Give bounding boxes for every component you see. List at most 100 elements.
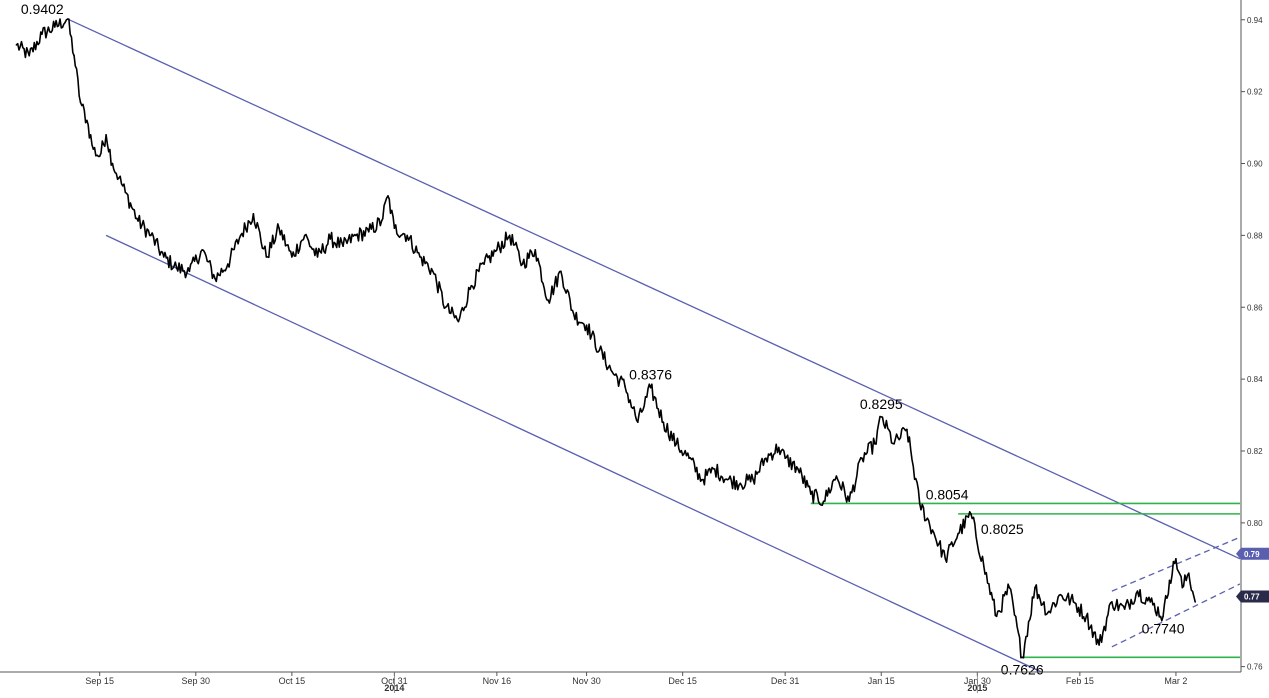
x-tick-label: Sep 30 <box>182 676 211 686</box>
y-tick-label: 0.80 <box>1247 519 1263 528</box>
price-point <box>92 148 95 150</box>
x-tick-label: Dec 15 <box>668 676 697 686</box>
price-point <box>739 482 742 485</box>
price-point <box>906 428 908 431</box>
price-point <box>1188 572 1190 574</box>
price-point <box>252 213 255 215</box>
price-point <box>598 349 601 352</box>
price-point <box>278 227 280 229</box>
price-point <box>41 33 43 35</box>
price-annotation: 0.7626 <box>1001 661 1044 677</box>
price-point <box>79 101 82 104</box>
price-point <box>778 446 780 449</box>
guide-lines-layer <box>67 18 1240 672</box>
price-point <box>470 284 473 287</box>
price-point <box>227 263 229 265</box>
price-point <box>995 615 998 618</box>
price-point <box>726 478 729 481</box>
price-point <box>1123 608 1126 610</box>
price-point <box>98 155 101 158</box>
price-point <box>624 385 626 388</box>
price-point <box>380 220 383 222</box>
x-tick-label: Feb 15 <box>1066 676 1094 686</box>
price-point <box>496 249 498 251</box>
price-point <box>713 468 716 470</box>
price-point <box>1059 593 1062 596</box>
price-point <box>1175 558 1177 560</box>
price-point <box>1098 644 1100 646</box>
price-point <box>573 313 575 316</box>
badge-label: 0.77 <box>1244 593 1260 602</box>
price-point <box>1021 656 1023 659</box>
price-point <box>457 320 460 323</box>
price-point <box>918 502 921 505</box>
price-point <box>201 249 203 251</box>
price-point <box>1072 601 1075 603</box>
price-point <box>649 386 652 389</box>
channel-line-1 <box>67 18 1240 560</box>
price-point <box>73 54 75 57</box>
price-point <box>118 177 120 179</box>
price-point <box>957 532 959 535</box>
price-point <box>508 234 511 237</box>
channel-line-3 <box>1111 536 1240 592</box>
price-point <box>419 256 421 258</box>
x-tick-label: Mar 2 <box>1164 676 1187 686</box>
price-point <box>752 478 754 481</box>
price-point <box>265 256 268 258</box>
price-point <box>483 263 485 265</box>
price-point <box>765 457 767 460</box>
price-point <box>124 191 127 194</box>
price-point <box>329 238 332 240</box>
price-point <box>28 54 31 57</box>
price-point <box>637 421 639 424</box>
price-point <box>534 249 537 251</box>
price-point <box>797 468 799 470</box>
price-point <box>675 443 678 445</box>
price-point <box>316 256 319 258</box>
y-tick-label: 0.92 <box>1247 88 1263 97</box>
price-point <box>137 220 139 222</box>
price-point <box>970 513 972 515</box>
y-tick-label: 0.90 <box>1247 160 1263 169</box>
x-tick-label: Oct 15 <box>279 676 306 686</box>
price-point <box>874 443 876 445</box>
price-point <box>1136 590 1139 592</box>
price-point <box>1181 586 1184 589</box>
y-tick-label: 0.76 <box>1247 663 1263 672</box>
price-point <box>983 565 985 567</box>
badge-shape <box>1236 590 1269 603</box>
price-point <box>86 119 88 122</box>
price-point <box>861 457 863 460</box>
price-annotation: 0.9402 <box>21 1 64 17</box>
price-annotation: 0.8025 <box>981 521 1024 537</box>
price-point <box>880 416 883 418</box>
price-annotation: 0.8295 <box>860 396 903 412</box>
price-point <box>560 270 562 273</box>
price-point <box>1162 615 1164 618</box>
y-tick-label: 0.86 <box>1247 303 1263 312</box>
price-point <box>111 162 114 165</box>
axis-value-badge: 0.77 <box>1236 590 1269 603</box>
price-point <box>163 256 165 258</box>
price-point <box>1194 601 1196 603</box>
year-label: 2015 <box>967 683 987 693</box>
y-tick-label: 0.88 <box>1247 231 1263 240</box>
price-point <box>214 277 216 280</box>
price-point <box>303 234 306 237</box>
price-point <box>342 245 344 247</box>
price-point <box>393 227 396 229</box>
price-point <box>1034 586 1036 589</box>
price-point <box>848 500 850 503</box>
price-point <box>66 18 69 20</box>
channel-line-2 <box>105 234 1042 672</box>
price-series-layer <box>15 18 1196 659</box>
price-point <box>662 421 665 424</box>
price-point <box>444 306 447 309</box>
y-tick-label: 0.84 <box>1247 375 1263 384</box>
price-point <box>1047 611 1049 614</box>
price-point <box>1085 615 1088 618</box>
channel-line-4 <box>1111 583 1240 648</box>
